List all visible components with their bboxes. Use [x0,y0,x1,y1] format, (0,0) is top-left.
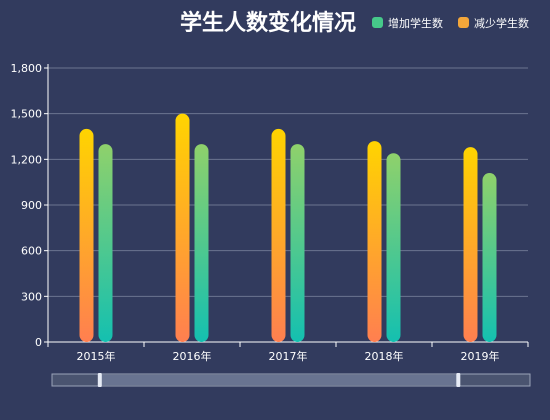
bar-increase-2[interactable] [194,144,209,342]
y-tick-label: 900 [21,199,42,212]
bar-decrease-5[interactable] [463,147,478,342]
legend-increase[interactable]: 增加学生数 [372,16,443,30]
x-tick-label: 2019年 [461,349,500,363]
bar-increase-5[interactable] [482,173,497,342]
legend-increase-swatch [372,17,383,28]
bar-increase-4[interactable] [386,153,401,342]
x-tick-label: 2015年 [77,349,116,363]
x-tick-label: 2017年 [269,349,308,363]
y-tick-label: 1,200 [11,153,43,166]
y-tick-label: 600 [21,245,42,258]
x-tick-label: 2018年 [365,349,404,363]
y-tick-label: 0 [35,336,42,349]
y-tick-label: 1,500 [11,108,43,121]
x-tick-label: 2016年 [173,349,212,363]
bar-decrease-3[interactable] [271,128,286,342]
zoom-slider-handle-right[interactable] [456,373,461,387]
bar-decrease-2[interactable] [175,113,190,343]
zoom-slider-handle-left[interactable] [97,373,102,387]
bar-increase-1[interactable] [98,144,113,342]
chart-title: 学生人数变化情况 [180,10,356,36]
legend-decrease-label: 减少学生数 [474,16,529,30]
bar-increase-3[interactable] [290,144,305,342]
bar-decrease-1[interactable] [79,128,94,342]
legend-decrease-swatch [458,17,469,28]
legend-decrease[interactable]: 减少学生数 [458,16,529,30]
y-tick-label: 1,800 [11,62,43,75]
legend-increase-label: 增加学生数 [388,16,443,30]
zoom-slider-window[interactable] [99,375,459,385]
bar-decrease-4[interactable] [367,141,382,342]
y-tick-label: 300 [21,290,42,303]
